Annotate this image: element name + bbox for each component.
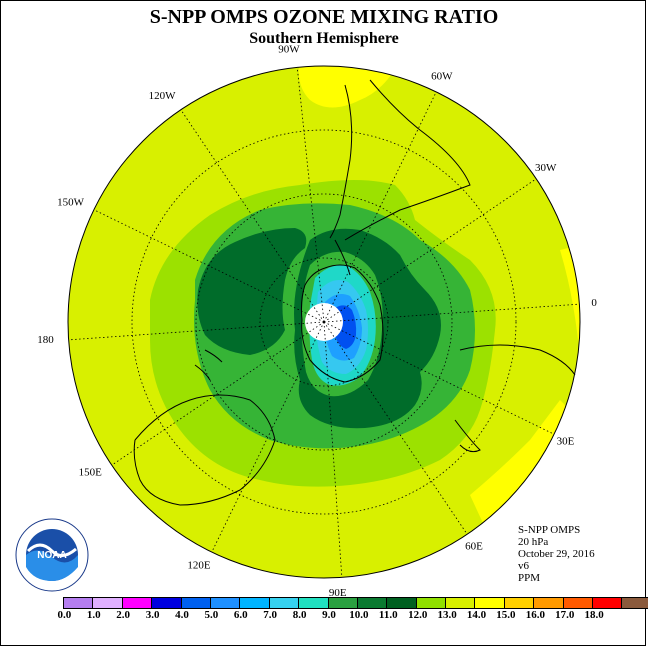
coast-australia [133, 394, 276, 506]
longitude-label: 60W [431, 70, 453, 82]
coast-antarctica [300, 264, 384, 383]
meridian-line [111, 321, 325, 466]
info-version: v6 [518, 560, 529, 572]
colorbar-label: 18.0 [584, 609, 604, 621]
meridian-line [211, 321, 325, 553]
colorbar-label: 15.0 [496, 609, 516, 621]
colorbar-label: 0.0 [57, 609, 72, 621]
longitude-label: 150E [79, 467, 103, 479]
colorbar-label: 10.0 [349, 609, 369, 621]
meridian-lines [68, 67, 580, 578]
field-high-north [298, 66, 400, 108]
meridian-line [323, 91, 437, 323]
colorbar-swatch [152, 598, 182, 608]
graticule [68, 67, 580, 578]
ozone-field [68, 66, 580, 578]
colorbar-label: 1.0 [86, 609, 101, 621]
longitude-label: 0 [591, 297, 597, 309]
info-instrument: S-NPP OMPS [518, 524, 581, 536]
colorbar-label: 6.0 [233, 609, 248, 621]
longitude-label: 180 [37, 334, 54, 346]
colorbar-label: 7.0 [263, 609, 278, 621]
colorbar-swatch [240, 598, 270, 608]
colorbar-swatch [299, 598, 329, 608]
latitude-ring-60s [195, 193, 453, 451]
meridian-line [323, 321, 343, 578]
colorbar-swatch [534, 598, 564, 608]
meridian-line [323, 321, 468, 535]
colorbar-swatch [563, 598, 594, 608]
latitude-ring-80s [259, 257, 389, 387]
longitude-labels: 90W 60W 30W 0 30E 60E 90E 120E 150E 180 150W 120W [37, 44, 597, 599]
longitude-label: 60E [465, 541, 483, 553]
colorbar-swatch [475, 598, 505, 608]
longitude-label: 30E [557, 436, 575, 448]
meridian-line [68, 321, 325, 341]
colorbar-swatch [446, 598, 476, 608]
colorbar [63, 597, 648, 609]
colorbar-label: 3.0 [145, 609, 160, 621]
colorbar-label: 14.0 [466, 609, 487, 621]
coast-south-america-west [329, 84, 353, 239]
colorbar-label: 11.0 [378, 609, 398, 621]
page-title: S-NPP OMPS OZONE MIXING RATIO [149, 6, 499, 28]
colorbar-swatch [593, 598, 623, 608]
meridian-line [323, 321, 555, 435]
meridian-line [323, 303, 580, 323]
colorbar-swatch [416, 598, 447, 608]
colorbar-swatch [122, 598, 153, 608]
colorbar-swatch [387, 598, 417, 608]
colorbar-swatch [504, 598, 535, 608]
latitude-ring-40s [131, 129, 517, 515]
meridian-line [180, 109, 325, 323]
longitude-label: 90E [329, 587, 347, 599]
colorbar-swatch [181, 598, 211, 608]
meridian-line [323, 178, 537, 323]
colorbar-swatch [622, 598, 648, 608]
colorbar-label: 9.0 [322, 609, 336, 621]
page-subtitle: Southern Hemisphere [249, 30, 399, 47]
longitude-label: 120E [187, 559, 211, 571]
info-date: October 29, 2016 [518, 548, 595, 560]
colorbar-label: 17.0 [555, 609, 575, 621]
longitude-label: 120W [149, 90, 177, 102]
colorbar-swatch [93, 598, 123, 608]
coast-antarctic-peninsula [334, 239, 351, 276]
info-block: S-NPP OMPS 20 hPa October 29, 2016 v6 PP… [518, 524, 595, 584]
colorbar-swatch [269, 598, 300, 608]
longitude-label: 150W [57, 196, 85, 208]
colorbar-swatch [210, 598, 241, 608]
colorbar-label: 8.0 [292, 609, 307, 621]
colorbar-swatch [64, 598, 94, 608]
longitude-label: 30W [535, 162, 557, 174]
noaa-logo: NOAA [15, 518, 89, 592]
colorbar-label: 16.0 [525, 609, 545, 621]
colorbar-swatch [328, 598, 358, 608]
colorbar-swatch [357, 598, 388, 608]
colorbar-label: 5.0 [204, 609, 219, 621]
meridian-line [296, 67, 325, 323]
coast-new-zealand-north [204, 349, 223, 363]
colorbar-label: 4.0 [175, 609, 189, 621]
logo-wave [26, 550, 78, 581]
map-boundary [67, 65, 581, 579]
coast-africa [459, 344, 576, 376]
info-units: PPM [518, 572, 541, 584]
meridian-line [93, 209, 325, 323]
colorbar-label: 13.0 [437, 609, 457, 621]
colorbar-label: 12.0 [408, 609, 428, 621]
logo-bird [26, 543, 77, 557]
colorbar-label: 2.0 [116, 609, 131, 621]
colorbar-labels: 0.0 1.0 2.0 3.0 4.0 5.0 6.0 7.0 8.0 9.0 10.0 11.0 12… [55, 609, 615, 623]
coast-madagascar [454, 419, 481, 453]
longitude-label: 90W [278, 44, 300, 56]
logo-text: NOAA [37, 550, 66, 561]
info-pressure: 20 hPa [518, 536, 549, 548]
field-9ppm-west [197, 228, 307, 355]
coast-south-america-east [344, 79, 471, 241]
coast-new-zealand-south [194, 364, 211, 381]
coastlines [133, 79, 576, 506]
